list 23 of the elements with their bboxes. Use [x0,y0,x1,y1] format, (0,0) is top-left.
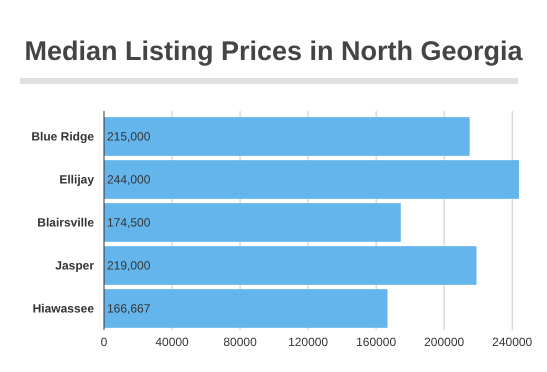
bar [104,160,519,199]
bar [104,117,470,156]
x-tick-label: 120000 [288,335,328,349]
data-label: 174,500 [107,216,151,230]
data-label: 244,000 [107,172,151,187]
y-tick-label: Hiawassee [32,302,94,316]
y-tick-label: Blue Ridge [31,130,94,144]
bar [104,246,476,285]
bar [104,203,401,242]
x-tick-label: 40000 [155,335,190,349]
chart-title: Median Listing Prices in North Georgia [24,36,524,66]
x-tick-label: 240000 [492,335,533,349]
x-tick-label: 0 [100,335,108,349]
x-tick-label: 160000 [356,335,396,349]
y-tick-label: Blairsville [37,216,94,230]
x-tick-label: 200000 [424,335,465,349]
bar [104,289,388,328]
x-tick-label: 80000 [223,335,258,349]
y-tick-label: Ellijay [59,172,94,187]
data-label: 166,667 [107,302,151,316]
data-label: 215,000 [107,130,151,144]
y-tick-label: Jasper [55,258,94,273]
data-label: 219,000 [107,258,151,273]
